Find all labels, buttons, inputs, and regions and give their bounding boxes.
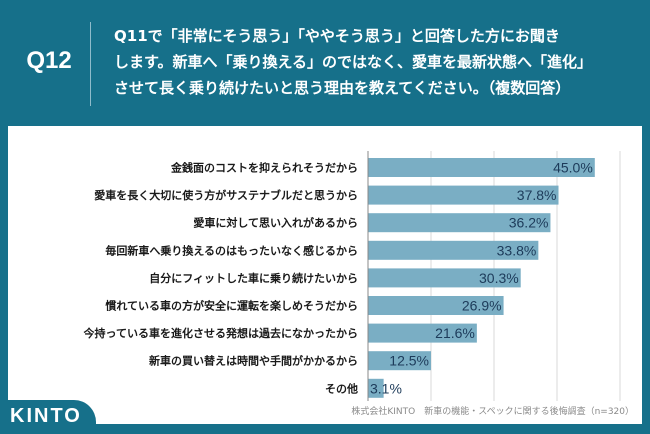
category-label: 金銭面のコストを抑えられそうだから <box>170 161 358 175</box>
category-label: 毎回新車へ乗り換えるのはもったいなく感じるから <box>105 243 358 257</box>
bar <box>368 296 504 315</box>
value-label: 26.9% <box>462 298 502 314</box>
category-label: 今持っている車を進化させる発想は過去になかったから <box>83 326 358 340</box>
value-label: 3.1% <box>370 380 402 396</box>
question-line: させて長く乗り続けたいと思う理由を教えてください。（複数回答） <box>114 79 571 97</box>
question-line: します。新車へ「乗り換える」のではなく、愛車を最新状態へ「進化」 <box>114 53 593 71</box>
bar <box>368 158 595 177</box>
bar <box>368 351 431 371</box>
logo-tab <box>0 400 96 434</box>
bar <box>368 240 539 260</box>
bar <box>368 268 521 288</box>
header-divider <box>90 22 91 106</box>
category-label: 慣れている車の方が安全に運転を楽しめそうだから <box>104 299 358 313</box>
category-label: 新車の買い替えは時間や手間がかかるから <box>149 354 358 368</box>
value-label: 12.5% <box>389 353 429 369</box>
bar <box>368 185 559 205</box>
category-label: その他 <box>325 381 358 395</box>
bar <box>368 378 384 398</box>
source-note: 株式会社KINTO 新車の機能・スペックに関する後悔調査（n=320） <box>351 407 634 417</box>
question-line: Q11で「非常にそう思う」「ややそう思う」と回答した方にお聞き <box>114 27 560 45</box>
category-label: 自分にフィットした車に乗り続けたいから <box>149 271 358 285</box>
value-label: 45.0% <box>553 160 593 176</box>
value-label: 36.2% <box>509 215 549 231</box>
category-label: 愛車を長く大切に使う方がサステナブルだと思うから <box>94 188 358 202</box>
value-labels: 45.0% 37.8% 36.2% 33.8% 30.3% 26.9% 21.6% 12.5%… <box>370 160 593 397</box>
kinto-logo: KINTO <box>10 405 82 427</box>
bar <box>368 323 477 343</box>
category-label: 愛車に対して思い入れがあるから <box>193 216 358 230</box>
value-label: 37.8% <box>517 187 557 203</box>
question-text: Q11で「非常にそう思う」「ややそう思う」と回答した方にお聞き します。新車へ「… <box>114 23 644 101</box>
bars <box>368 158 595 398</box>
question-number: Q12 <box>26 47 72 74</box>
category-labels: 金銭面のコストを抑えられそうだから愛車を長く大切に使う方がサステナブルだと思うか… <box>83 161 358 396</box>
value-label: 30.3% <box>479 270 519 286</box>
value-label: 33.8% <box>497 242 537 258</box>
value-label: 21.6% <box>435 325 475 341</box>
bar <box>368 213 551 233</box>
